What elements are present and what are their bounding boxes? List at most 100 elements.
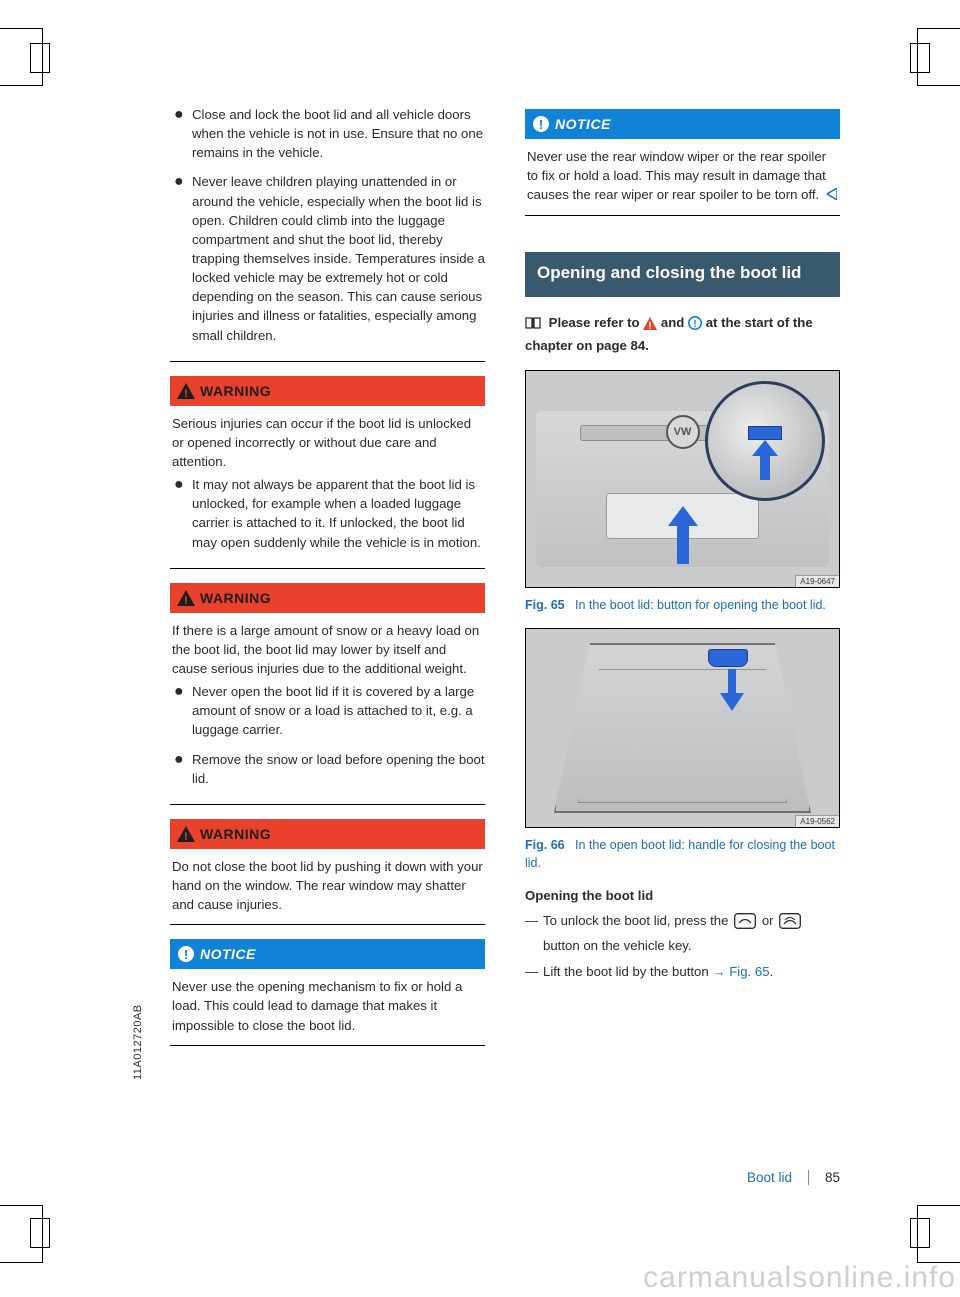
- notice-header: ! NOTICE: [170, 939, 485, 969]
- warning-triangle-icon: !: [643, 316, 657, 336]
- text-fragment: or: [762, 913, 777, 928]
- rule: [170, 568, 485, 569]
- figure-caption-text: In the boot lid: button for opening the …: [575, 598, 826, 612]
- svg-text:!: !: [539, 117, 543, 132]
- warning-body: Serious injuries can occur if the boot l…: [170, 406, 485, 475]
- dash-icon: —: [525, 911, 543, 956]
- text-fragment: To unlock the boot lid, press the: [543, 913, 732, 928]
- notice-title: NOTICE: [200, 946, 256, 962]
- list-item: ● Never leave children playing unattende…: [170, 172, 485, 344]
- section-heading: Opening and closing the boot lid: [525, 252, 840, 297]
- vw-logo-icon: VW: [666, 415, 700, 449]
- book-icon: [525, 315, 541, 335]
- bullet-text: Never leave children playing unattended …: [192, 172, 485, 344]
- figure-label: Fig. 65: [525, 598, 565, 612]
- warning-header: ! WARNING: [170, 583, 485, 613]
- step-text: Lift the boot lid by the button → Fig. 6…: [543, 962, 840, 982]
- notice-body-text: Never use the rear window wiper or the r…: [527, 149, 826, 202]
- arrow-up-icon: [668, 506, 698, 569]
- watermark: carmanualsonline.info: [633, 1255, 960, 1297]
- notice-circle-icon: !: [176, 945, 196, 963]
- svg-text:!: !: [649, 321, 652, 330]
- magnifier-inset: [705, 381, 825, 501]
- left-column: ● Close and lock the boot lid and all ve…: [170, 105, 485, 1056]
- footer-section-title: Boot lid: [747, 1170, 809, 1185]
- document-code: 11A012720AB: [132, 1004, 144, 1080]
- figure-caption: Fig. 65 In the boot lid: button for open…: [525, 596, 840, 614]
- refer-text: Please refer to: [549, 315, 644, 330]
- warning-title: WARNING: [200, 383, 271, 399]
- warning-header: ! WARNING: [170, 819, 485, 849]
- key-boot-open-icon: [734, 913, 756, 935]
- figure-cross-ref: → Fig. 65: [712, 964, 769, 979]
- figure-caption: Fig. 66 In the open boot lid: handle for…: [525, 836, 840, 872]
- boot-release-button-icon: [748, 426, 782, 440]
- step-list: — To unlock the boot lid, press the or b…: [525, 911, 840, 988]
- text-fragment: .: [770, 964, 774, 979]
- bullet-icon: ●: [174, 750, 192, 788]
- crop-mark: [917, 28, 960, 86]
- arrow-down-icon: [720, 669, 744, 716]
- page-footer: Boot lid 85: [170, 1170, 840, 1185]
- figure-tag: A19-0647: [795, 575, 839, 587]
- bullet-icon: ●: [174, 682, 192, 739]
- notice-body: Never use the opening mechanism to fix o…: [170, 969, 485, 1038]
- list-item: — To unlock the boot lid, press the or b…: [525, 911, 840, 956]
- footer-page-number: 85: [809, 1170, 840, 1185]
- refer-note: Please refer to ! and ! at the start of …: [525, 313, 840, 356]
- warning-title: WARNING: [200, 590, 271, 606]
- svg-text:!: !: [184, 388, 188, 399]
- list-item: ● It may not always be apparent that the…: [170, 475, 485, 552]
- text-fragment: button on the vehicle key.: [543, 938, 692, 953]
- step-text: To unlock the boot lid, press the or but…: [543, 911, 840, 956]
- rule: [170, 804, 485, 805]
- figure-caption-text: In the open boot lid: handle for closing…: [525, 838, 835, 870]
- figure-66: A19-0562: [525, 628, 840, 828]
- warning-body: Do not close the boot lid by pushing it …: [170, 849, 485, 918]
- dash-icon: —: [525, 962, 543, 982]
- warning-body: If there is a large amount of snow or a …: [170, 613, 485, 682]
- notice-header: ! NOTICE: [525, 109, 840, 139]
- intro-bullets: ● Close and lock the boot lid and all ve…: [170, 105, 485, 355]
- warning-triangle-icon: !: [176, 382, 196, 400]
- figure-tag: A19-0562: [795, 815, 839, 827]
- key-boot-open-hold-icon: [779, 913, 801, 935]
- notice-circle-icon: !: [688, 316, 702, 336]
- warning-header: ! WARNING: [170, 376, 485, 406]
- crop-mark: [0, 1205, 43, 1263]
- list-item: — Lift the boot lid by the button → Fig.…: [525, 962, 840, 982]
- warning-bullets: ● Never open the boot lid if it is cover…: [170, 682, 485, 798]
- bullet-text: It may not always be apparent that the b…: [192, 475, 485, 552]
- notice-body: Never use the rear window wiper or the r…: [525, 139, 840, 209]
- bullet-icon: ●: [174, 105, 192, 162]
- bullet-icon: ●: [174, 172, 192, 344]
- list-item: ● Never open the boot lid if it is cover…: [170, 682, 485, 739]
- svg-text:!: !: [184, 595, 188, 606]
- right-column: ! NOTICE Never use the rear window wiper…: [525, 105, 840, 1056]
- arrow-up-icon: [752, 440, 778, 485]
- bullet-text: Never open the boot lid if it is covered…: [192, 682, 485, 739]
- section-end-icon: [827, 186, 837, 205]
- warning-title: WARNING: [200, 826, 271, 842]
- crop-mark: [0, 28, 43, 86]
- bullet-text: Close and lock the boot lid and all vehi…: [192, 105, 485, 162]
- figure-label: Fig. 66: [525, 838, 565, 852]
- rule: [170, 924, 485, 925]
- warning-triangle-icon: !: [176, 589, 196, 607]
- svg-text:!: !: [693, 319, 696, 330]
- svg-text:!: !: [184, 947, 188, 962]
- list-item: ● Remove the snow or load before opening…: [170, 750, 485, 788]
- notice-circle-icon: !: [531, 115, 551, 133]
- rule: [525, 215, 840, 216]
- list-item: ● Close and lock the boot lid and all ve…: [170, 105, 485, 162]
- bullet-text: Remove the snow or load before opening t…: [192, 750, 485, 788]
- rule: [170, 361, 485, 362]
- svg-text:!: !: [184, 831, 188, 842]
- warning-bullets: ● It may not always be apparent that the…: [170, 475, 485, 562]
- rule: [170, 1045, 485, 1046]
- page-content: ● Close and lock the boot lid and all ve…: [170, 105, 840, 1056]
- notice-title: NOTICE: [555, 116, 611, 132]
- boot-close-handle-icon: [708, 649, 748, 667]
- warning-triangle-icon: !: [176, 825, 196, 843]
- text-fragment: Lift the boot lid by the button: [543, 964, 712, 979]
